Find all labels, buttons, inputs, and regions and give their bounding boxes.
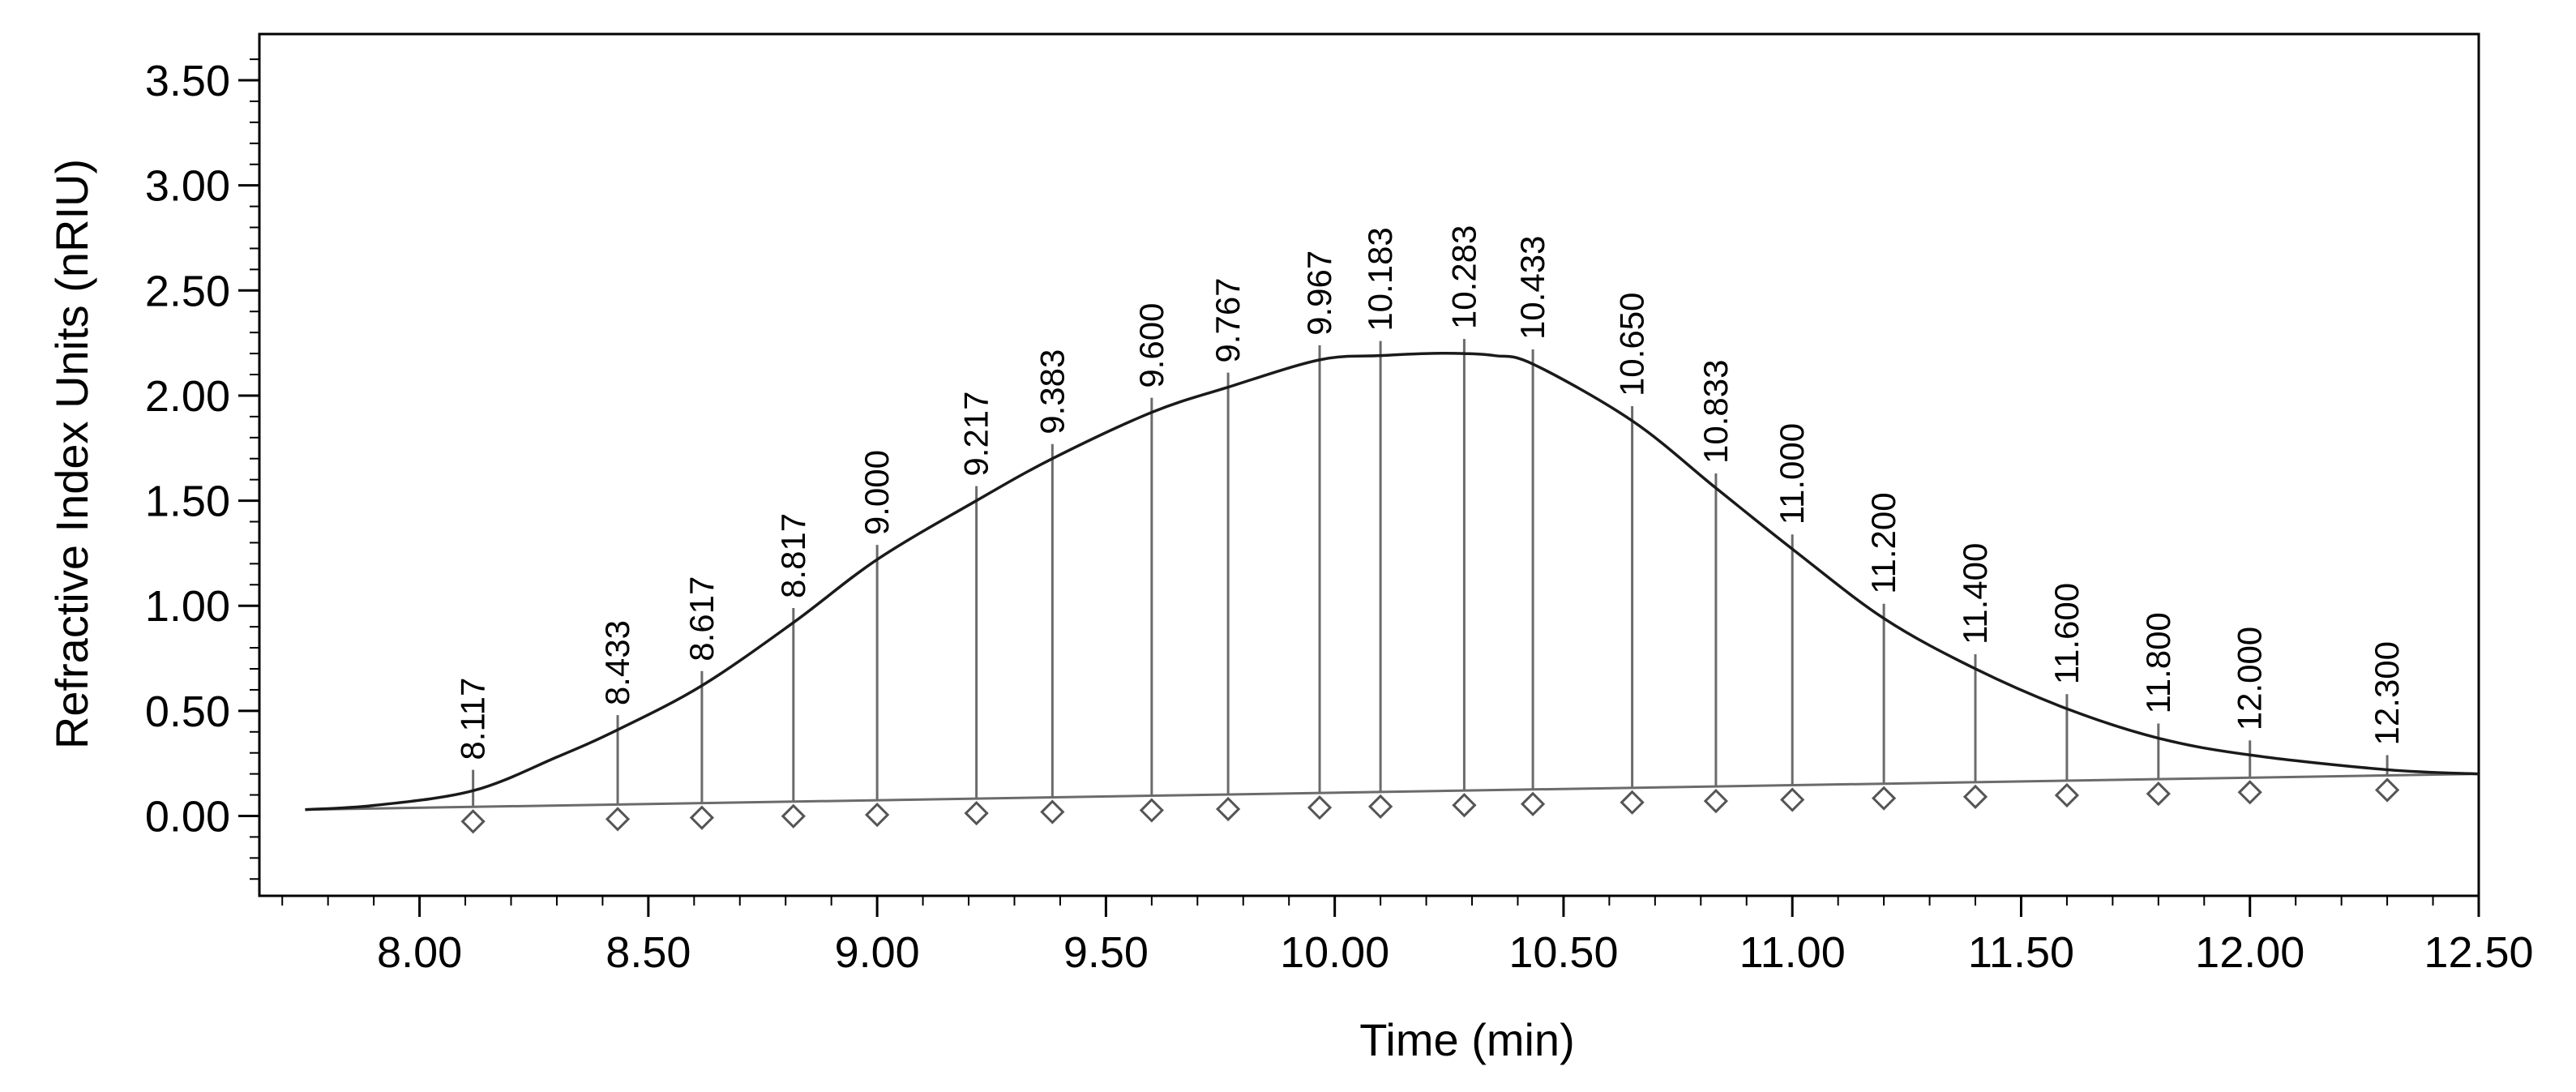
y-tick-label: 3.00 (145, 162, 230, 211)
slice-marker (689, 805, 715, 830)
slice-label: 11.000 (1773, 423, 1811, 525)
slice-label: 9.383 (1033, 349, 1071, 435)
x-tick-label: 12.00 (2195, 928, 2304, 977)
signal-curve (305, 352, 2480, 812)
baseline-line (305, 773, 2480, 812)
slice-label: 11.600 (2048, 583, 2086, 684)
slice-label: 9.217 (957, 391, 995, 476)
x-tick-label: 9.00 (835, 928, 920, 977)
slice-marker (1216, 796, 1241, 822)
y-axis-title: Refractive Index Units (nRIU) (46, 159, 97, 749)
y-tick-label: 1.50 (145, 477, 230, 526)
plot-area: 0.00 0.50 1.00 1.50 2.00 2.50 3.00 3.50 8.00 8.50… (145, 32, 2534, 977)
slice-marker (1452, 793, 1477, 818)
slice-label: 11.800 (2139, 612, 2177, 713)
slice-marker (2054, 782, 2080, 808)
slice-marker (1520, 791, 1546, 816)
slice-label: 9.967 (1300, 251, 1338, 336)
slice-marker (2146, 781, 2171, 807)
x-tick-label: 11.50 (1968, 928, 2074, 977)
slice-label: 8.617 (683, 576, 721, 662)
slice-label: 10.433 (1513, 236, 1551, 340)
y-tick-label: 3.50 (145, 57, 230, 105)
y-tick-label: 2.50 (145, 267, 230, 315)
x-tick-label: 8.50 (605, 928, 691, 977)
x-tick-label: 12.50 (2424, 928, 2533, 977)
slice-marker (1780, 787, 1805, 812)
slice-label: 8.433 (598, 620, 636, 705)
slice-marker (1367, 794, 1393, 820)
slice-marker (1871, 786, 1897, 811)
y-tick-label: 1.00 (145, 582, 230, 631)
slice-marker (964, 800, 989, 826)
plot-frame (258, 32, 2480, 897)
slice-marker (1620, 790, 1645, 815)
slice-label: 8.117 (454, 678, 492, 760)
slice-label: 10.283 (1444, 225, 1483, 329)
slice-label: 9.767 (1209, 277, 1247, 362)
slice-label: 12.000 (2231, 627, 2269, 730)
slice-marker (865, 802, 890, 828)
x-tick-label: 11.00 (1739, 928, 1846, 977)
x-tick-label: 9.50 (1063, 928, 1149, 977)
slice-label: 10.833 (1697, 360, 1735, 464)
slice-marker (2237, 780, 2262, 805)
slice-marker (1962, 784, 1988, 809)
x-tick-label: 10.00 (1280, 928, 1389, 977)
slice-label: 9.000 (858, 450, 896, 535)
x-tick-label: 10.50 (1508, 928, 1618, 977)
slice-label: 11.200 (1864, 492, 1902, 593)
slice-label: 11.400 (1956, 543, 1994, 644)
slice-label: 10.183 (1361, 227, 1399, 331)
slice-label: 10.650 (1613, 293, 1651, 396)
slice-marker (605, 807, 631, 832)
slice-label: 8.817 (774, 513, 812, 598)
slice-marker (781, 803, 806, 829)
slice-marker (460, 809, 486, 834)
y-tick-label: 2.00 (145, 372, 230, 421)
x-axis-title: Time (min) (1359, 1014, 1574, 1065)
x-tick-label: 8.00 (377, 928, 462, 977)
slice-marker (1703, 788, 1729, 814)
y-tick-label: 0.50 (145, 687, 230, 736)
y-tick-label: 0.00 (145, 792, 230, 841)
slice-marker (2374, 777, 2400, 803)
slice-label: 12.300 (2368, 641, 2406, 745)
slice-marker (1307, 795, 1333, 820)
slice-marker (1040, 799, 1065, 824)
slice-label: 9.600 (1132, 303, 1170, 388)
slice-marker (1139, 798, 1164, 823)
